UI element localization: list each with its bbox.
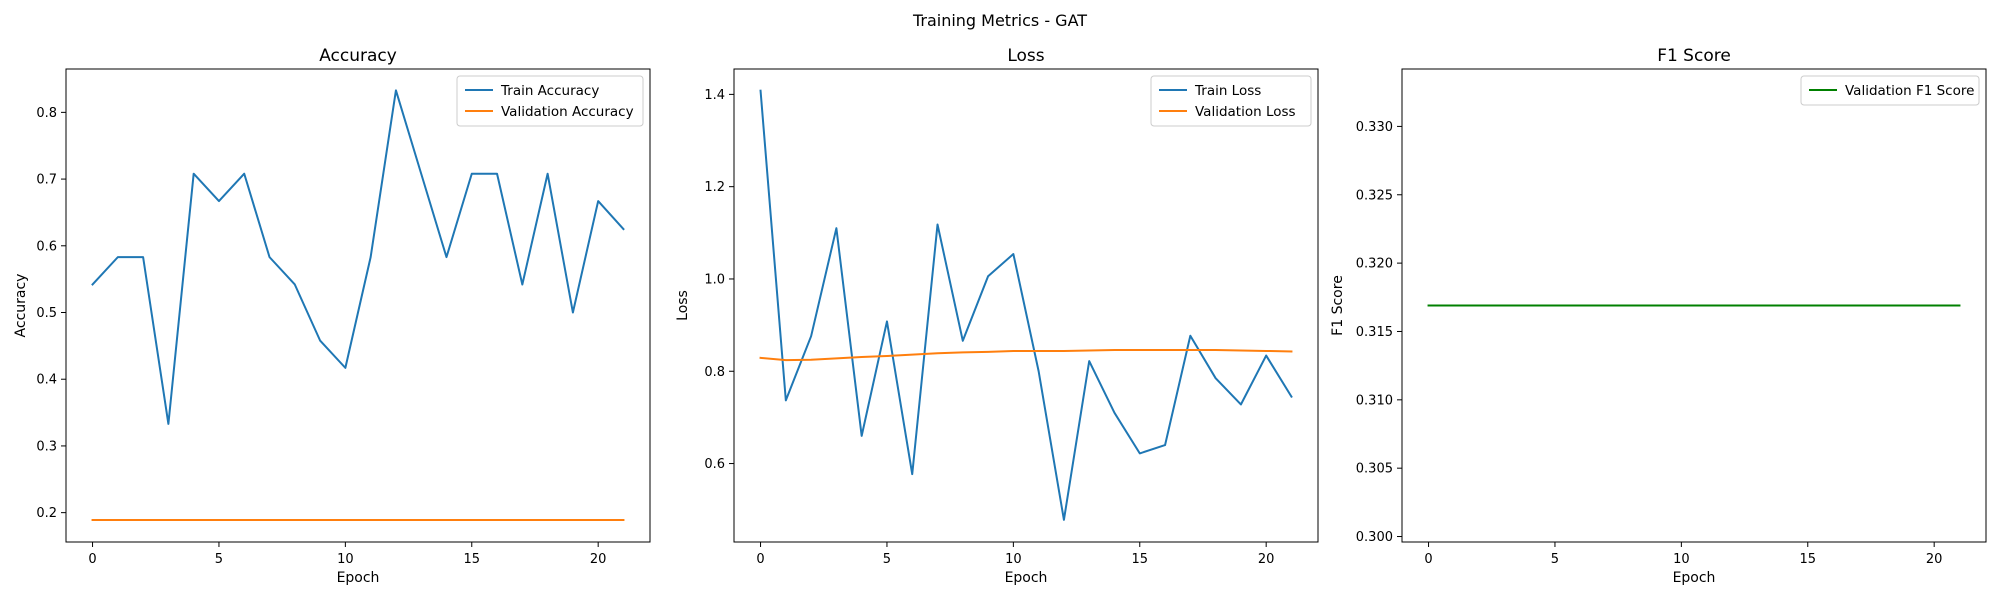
x-tick-label: 15	[1799, 552, 1816, 567]
axes-frame	[1401, 68, 1987, 543]
series-line-train-accuracy	[91, 89, 625, 425]
legend-box	[1150, 75, 1312, 127]
subplot-title: F1 Score	[1657, 46, 1731, 66]
x-tick-label: 20	[1258, 552, 1275, 567]
subplot-3: 0 5 10 15 20 0.300 0.305 0.310 0.315 0.320 0.325 0.…	[1330, 46, 1987, 586]
x-tick-label: 20	[1926, 552, 1943, 567]
y-tick-label: 0.7	[36, 173, 57, 188]
y-tick-label: 0.4	[36, 373, 57, 388]
y-tick-label: 0.2	[36, 506, 57, 521]
x-tick-label: 0	[756, 552, 764, 567]
y-tick-label: 0.8	[36, 106, 57, 121]
legend: Train Accuracy Validation Accuracy	[456, 75, 644, 127]
y-tick-label: 0.330	[1356, 120, 1393, 135]
subplot-title: Loss	[1007, 46, 1044, 66]
x-tick-label: 5	[215, 552, 223, 567]
x-tick-label: 0	[1424, 552, 1432, 567]
y-axis-label: Accuracy	[13, 274, 29, 338]
y-tick-label: 1.0	[704, 272, 725, 287]
y-axis-label: Loss	[675, 290, 691, 321]
x-tick-label: 5	[883, 552, 891, 567]
axes-frame	[733, 68, 1319, 543]
y-tick-label: 0.315	[1356, 325, 1393, 340]
legend-entry: Validation F1 Score	[1845, 83, 1974, 99]
y-tick-label: 0.310	[1356, 393, 1393, 408]
legend: Validation F1 Score	[1800, 75, 1980, 106]
legend-entry: Validation Loss	[1195, 104, 1296, 120]
y-tick-label: 1.2	[704, 180, 725, 195]
y-tick-label: 1.4	[704, 88, 725, 103]
legend-box	[1800, 75, 1980, 106]
axes-frame	[65, 68, 651, 543]
y-tick-label: 0.305	[1356, 462, 1393, 477]
x-tick-label: 10	[1005, 552, 1022, 567]
y-tick-label: 0.5	[36, 306, 57, 321]
y-tick-label: 0.300	[1356, 530, 1393, 545]
y-tick-label: 0.6	[36, 239, 57, 254]
y-tick-label: 0.3	[36, 439, 57, 454]
x-tick-label: 5	[1551, 552, 1559, 567]
legend-box	[456, 75, 644, 127]
series-line-train-loss	[759, 89, 1293, 521]
y-tick-label: 0.325	[1356, 188, 1393, 203]
x-tick-label: 15	[1131, 552, 1148, 567]
x-tick-label: 15	[463, 552, 480, 567]
y-tick-label: 0.6	[704, 457, 725, 472]
subplot-2: 0 5 10 15 20 0.6 0.8 1.0 1.2 1.4 Loss Epoch Loss Trai…	[675, 46, 1319, 586]
subplot-title: Accuracy	[319, 46, 397, 66]
figure-suptitle: Training Metrics - GAT	[912, 11, 1087, 30]
x-axis-label: Epoch	[1673, 570, 1716, 586]
x-tick-label: 0	[88, 552, 96, 567]
subplot-1: 0 5 10 15 20 0.2 0.3 0.4 0.5 0.6 0.7 0.8 Accuracy Epo…	[13, 46, 651, 586]
y-axis-label: F1 Score	[1330, 275, 1346, 336]
legend: Train Loss Validation Loss	[1150, 75, 1312, 127]
y-tick-label: 0.320	[1356, 257, 1393, 272]
series-line-validation-loss	[759, 349, 1293, 362]
x-tick-label: 10	[1673, 552, 1690, 567]
x-axis-label: Epoch	[1005, 570, 1048, 586]
x-axis-label: Epoch	[337, 570, 380, 586]
legend-entry: Validation Accuracy	[501, 104, 634, 120]
legend-entry: Train Loss	[1194, 83, 1261, 99]
x-tick-label: 20	[590, 552, 607, 567]
legend-entry: Train Accuracy	[500, 83, 599, 99]
y-tick-label: 0.8	[704, 365, 725, 380]
x-tick-label: 10	[337, 552, 354, 567]
